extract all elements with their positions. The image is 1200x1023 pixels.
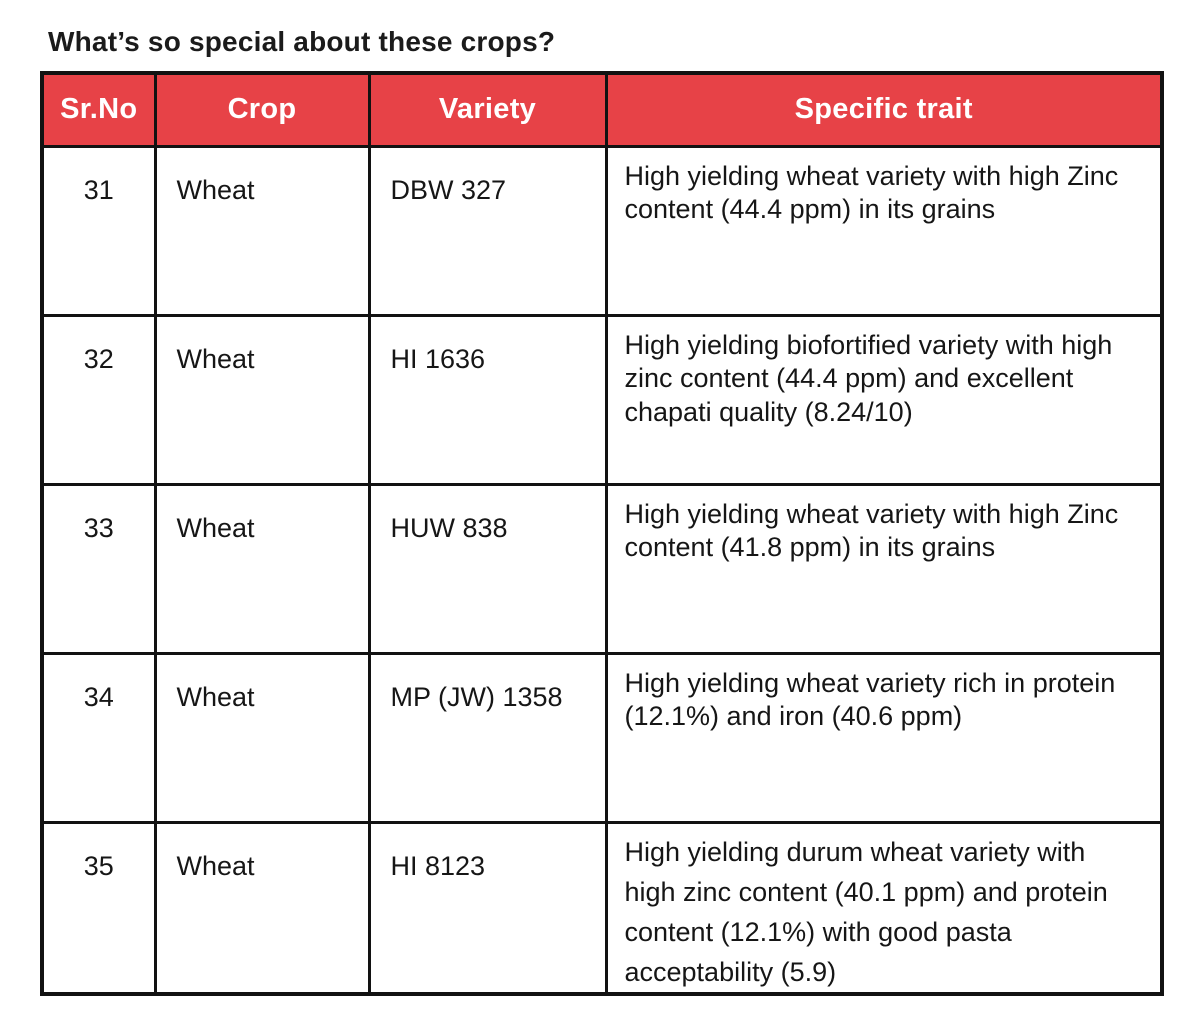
cell-srno: 35 — [40, 820, 157, 995]
cell-srno: 32 — [40, 313, 157, 486]
cell-trait: High yielding wheat variety rich in prot… — [604, 651, 1164, 824]
table-row: 33 Wheat HUW 838 High yielding wheat var… — [40, 482, 1164, 655]
cell-variety: MP (JW) 1358 — [367, 651, 608, 824]
cell-crop: Wheat — [153, 313, 371, 486]
cell-variety: HI 8123 — [367, 820, 608, 995]
table-row: 35 Wheat HI 8123 High yielding durum whe… — [40, 820, 1164, 995]
cell-srno: 34 — [40, 651, 157, 824]
table-row: 31 Wheat DBW 327 High yielding wheat var… — [40, 144, 1164, 317]
cell-crop: Wheat — [153, 820, 371, 995]
table-row: 34 Wheat MP (JW) 1358 High yielding whea… — [40, 651, 1164, 824]
table-row: 32 Wheat HI 1636 High yielding biofortif… — [40, 313, 1164, 486]
cell-trait: High yielding wheat variety with high Zi… — [604, 144, 1164, 317]
header-cell-trait: Specific trait — [604, 71, 1164, 148]
table-header-row: Sr.No Crop Variety Specific trait — [40, 71, 1164, 148]
header-cell-crop: Crop — [153, 71, 371, 148]
cell-variety: HI 1636 — [367, 313, 608, 486]
cell-trait: High yielding biofortified variety with … — [604, 313, 1164, 486]
header-cell-variety: Variety — [367, 71, 608, 148]
cell-crop: Wheat — [153, 144, 371, 317]
page-title: What’s so special about these crops? — [48, 26, 556, 57]
header-cell-srno: Sr.No — [40, 71, 157, 148]
cell-variety: HUW 838 — [367, 482, 608, 655]
cell-variety: DBW 327 — [367, 144, 608, 317]
cell-trait: High yielding durum wheat variety with h… — [604, 820, 1164, 995]
crops-table: Sr.No Crop Variety Specific trait 31 Whe… — [40, 71, 1164, 996]
cell-srno: 33 — [40, 482, 157, 655]
cell-crop: Wheat — [153, 482, 371, 655]
cell-trait: High yielding wheat variety with high Zi… — [604, 482, 1164, 655]
cell-srno: 31 — [40, 144, 157, 317]
cell-crop: Wheat — [153, 651, 371, 824]
